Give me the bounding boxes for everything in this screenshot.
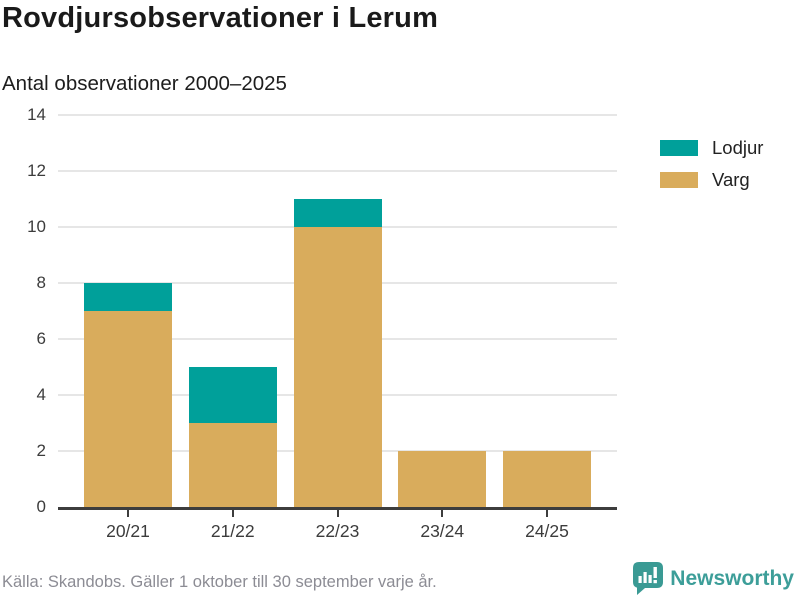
x-axis-tick-22-23: 22/23 [315, 521, 360, 541]
y-axis-tick-14: 14 [27, 105, 46, 124]
bar-segment-varg-21-22 [188, 423, 277, 507]
gridline-y14 [58, 114, 617, 116]
x-axis-tick-21-22: 21/22 [210, 521, 255, 541]
y-axis-tick-8: 8 [36, 273, 46, 292]
legend-label-varg: Varg [712, 169, 750, 190]
legend-item-varg: Varg [660, 169, 763, 191]
x-axis-tickmark-23-24 [441, 510, 444, 517]
y-axis-tick-4: 4 [36, 385, 46, 404]
bar-segment-varg-24-25 [503, 451, 591, 507]
legend-label-lodjur: Lodjur [712, 137, 764, 158]
bar-segment-lodjur-20-21 [84, 283, 172, 311]
y-axis-tick-12: 12 [27, 161, 46, 180]
y-axis-tick-2: 2 [36, 441, 46, 460]
legend: Lodjur Varg [660, 137, 763, 191]
newsworthy-logo-icon [633, 562, 664, 595]
bar-segment-varg-22-23 [293, 227, 382, 507]
legend-item-lodjur: Lodjur [660, 137, 763, 159]
bar-segment-lodjur-21-22 [188, 367, 277, 423]
x-axis-tick-20-21: 20/21 [106, 521, 150, 541]
bar-segment-varg-20-21 [84, 311, 172, 507]
chart-title: Rovdjursobservationer i Lerum [2, 2, 439, 34]
legend-swatch-lodjur [660, 140, 698, 156]
x-axis-line [58, 507, 617, 510]
brand-name: Newsworthy [670, 566, 794, 590]
chart-subtitle: Antal observationer 2000–2025 [2, 72, 287, 95]
bar-segment-lodjur-22-23 [293, 199, 382, 227]
bar-segment-varg-23-24 [398, 451, 487, 507]
x-axis-tick-23-24: 23/24 [420, 521, 465, 541]
brand: Newsworthy [633, 562, 794, 595]
gridline-y12 [58, 170, 617, 172]
x-axis-tickmark-20-21 [127, 510, 129, 517]
x-axis-tickmark-21-22 [231, 510, 234, 517]
legend-swatch-varg [660, 172, 698, 188]
x-axis-tickmark-22-23 [336, 510, 339, 517]
x-axis-tick-24-25: 24/25 [525, 521, 569, 541]
source-note: Källa: Skandobs. Gäller 1 oktober till 3… [2, 573, 437, 591]
y-axis-tick-0: 0 [36, 497, 46, 516]
y-axis-tick-6: 6 [36, 329, 46, 348]
x-axis-tickmark-24-25 [546, 510, 548, 517]
y-axis-tick-10: 10 [27, 217, 46, 236]
